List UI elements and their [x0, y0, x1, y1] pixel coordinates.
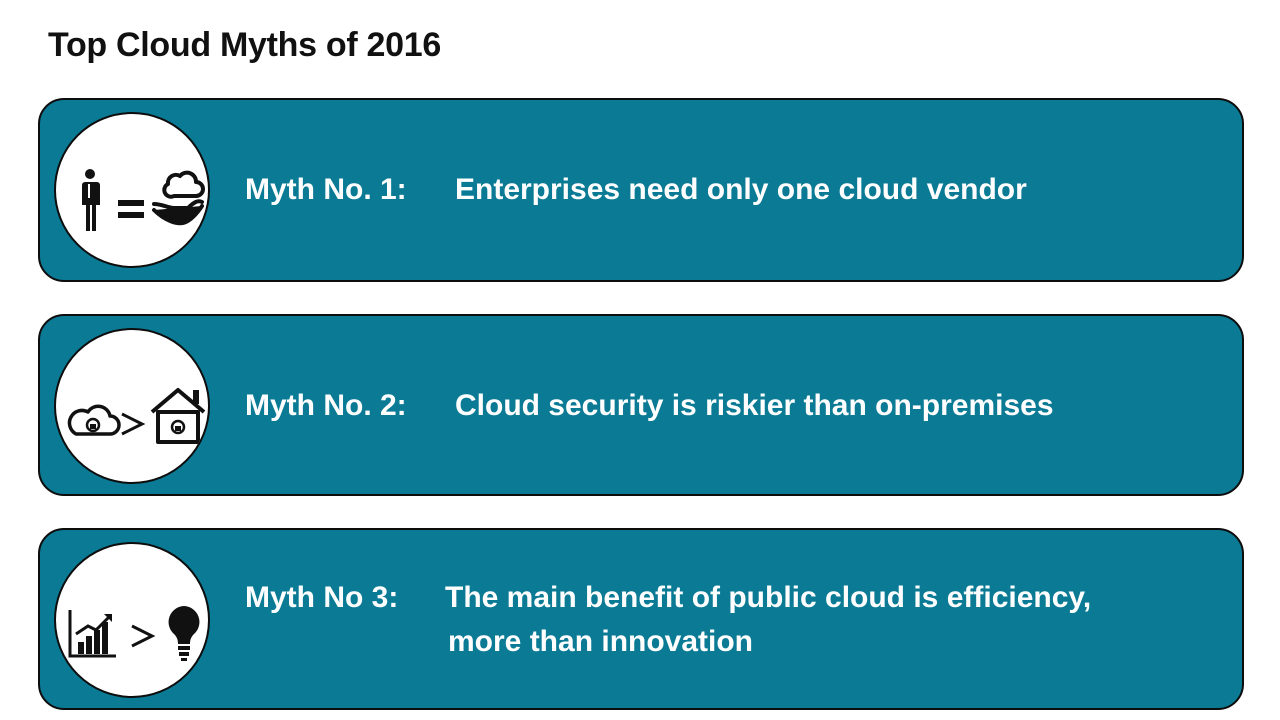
myth-2-text: Myth No. 2: Cloud security is riskier tha… — [245, 384, 1054, 428]
growth-chart-icon — [68, 610, 116, 658]
myth-2-label: Myth No. 2: — [245, 389, 407, 422]
myth-3-icon-circle — [54, 542, 210, 698]
myth-2-icon-circle — [54, 328, 210, 484]
equals-icon — [118, 200, 144, 218]
myth-1-label: Myth No. 1: — [245, 173, 407, 206]
myth-3-statement: The main benefit of public cloud is effi… — [445, 581, 1092, 614]
myth-1-text: Myth No. 1: Enterprises need only one clo… — [245, 168, 1027, 212]
myth-3-text: Myth No 3: The main benefit of public clo… — [245, 576, 1091, 664]
myth-3-statement-line2: more than innovation — [448, 625, 754, 658]
cloud-in-hand-icon — [152, 170, 205, 226]
person-icon — [82, 169, 100, 231]
myth-1-statement: Enterprises need only one cloud vendor — [455, 173, 1027, 206]
myth-card-3: Myth No 3: The main benefit of public clo… — [38, 528, 1244, 710]
greater-than-icon — [121, 412, 146, 436]
myth-1-icon-circle — [54, 112, 210, 268]
myth-card-2: Myth No. 2: Cloud security is riskier tha… — [38, 314, 1244, 496]
locked-cloud-icon — [67, 404, 121, 436]
lightbulb-icon — [168, 606, 200, 661]
locked-house-icon — [150, 388, 206, 444]
myth-card-1: Myth No. 1: Enterprises need only one clo… — [38, 98, 1244, 282]
greater-than-icon — [131, 624, 156, 648]
myth-2-statement: Cloud security is riskier than on-premis… — [455, 389, 1054, 422]
slide-title: Top Cloud Myths of 2016 — [48, 26, 441, 64]
myth-3-label: Myth No 3: — [245, 581, 399, 614]
